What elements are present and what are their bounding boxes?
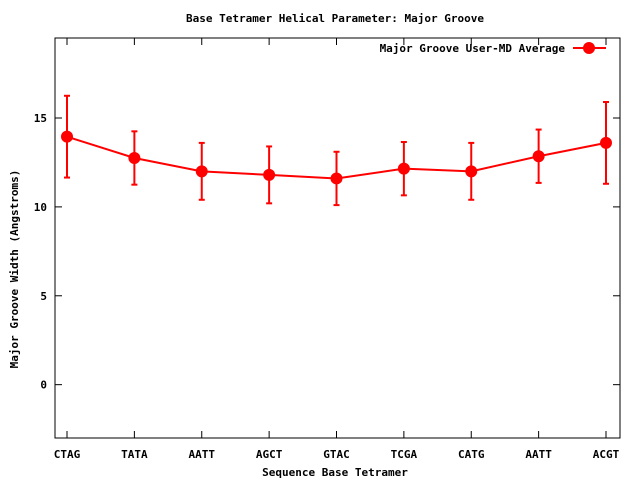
data-point xyxy=(195,165,208,178)
x-tick-label: TATA xyxy=(121,448,148,461)
data-point xyxy=(465,165,478,178)
x-tick-label: AATT xyxy=(525,448,552,461)
legend-label: Major Groove User-MD Average xyxy=(380,42,566,55)
x-tick-label: AATT xyxy=(189,448,216,461)
x-axis-label: Sequence Base Tetramer xyxy=(262,466,408,479)
data-point xyxy=(330,172,343,185)
data-point xyxy=(128,152,141,164)
y-tick-label: 15 xyxy=(34,112,47,125)
plot-layer: 0 5 10 15 CTAG TATA AATT AGCT GTAC TCGA CATG AATT AC… xyxy=(34,37,621,461)
data-point xyxy=(61,130,73,143)
plot-frame xyxy=(54,37,621,439)
data-point xyxy=(532,150,545,163)
x-tick-label: CTAG xyxy=(54,448,81,461)
x-tick-label: AGCT xyxy=(256,448,283,461)
y-tick-label: 0 xyxy=(40,379,47,392)
x-tick-label: CATG xyxy=(458,448,485,461)
y-axis-label: Major Groove Width (Angstroms) xyxy=(8,170,21,369)
data-point xyxy=(600,136,612,149)
x-tick-label: ACGT xyxy=(593,448,620,461)
chart-title: Base Tetramer Helical Parameter: Major G… xyxy=(186,12,484,25)
data-point xyxy=(397,162,410,175)
data-point xyxy=(263,168,276,181)
y-tick-label: 5 xyxy=(40,290,47,303)
x-tick-label: GTAC xyxy=(323,448,350,461)
x-tick-label: TCGA xyxy=(391,448,418,461)
legend-marker xyxy=(583,42,595,54)
y-tick-label: 10 xyxy=(34,201,47,214)
